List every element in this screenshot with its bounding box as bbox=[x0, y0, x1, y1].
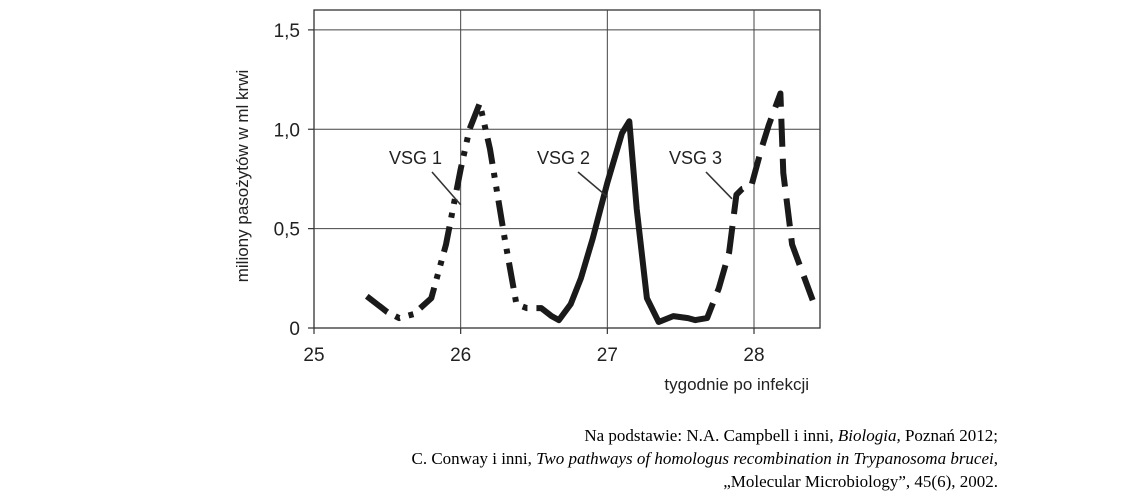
source-line-3: „Molecular Microbiology”, 45(6), 2002. bbox=[723, 472, 998, 491]
x-tick-label: 25 bbox=[303, 345, 324, 366]
annotation-leader-line bbox=[705, 171, 733, 200]
x-tick-label: 26 bbox=[450, 345, 471, 366]
source-title: Two pathways of homologus recombination … bbox=[536, 449, 994, 468]
source-text: C. Conway i inni, bbox=[411, 449, 537, 468]
annotation-label: VSG 2 bbox=[537, 148, 590, 168]
series-line-3 bbox=[694, 90, 816, 324]
annotation-leader-line bbox=[431, 171, 462, 206]
series-line-1 bbox=[364, 100, 542, 322]
x-tick-label: 27 bbox=[597, 345, 618, 366]
source-line-1: Na podstawie: N.A. Campbell i inni, Biol… bbox=[238, 424, 998, 447]
source-line-2: C. Conway i inni, Two pathways of homolo… bbox=[238, 447, 998, 470]
chart-grid bbox=[313, 9, 821, 329]
y-tick-label: 0 bbox=[289, 319, 300, 340]
x-axis-label: tygodnie po infekcji bbox=[664, 375, 809, 394]
series-line-2 bbox=[538, 118, 699, 325]
annotation-leader-line bbox=[577, 171, 608, 198]
y-tick-label: 0,5 bbox=[274, 220, 300, 241]
y-tick-label: 1,0 bbox=[274, 120, 300, 141]
chart-series bbox=[364, 90, 816, 325]
annotation-label: VSG 3 bbox=[669, 148, 722, 168]
source-text: Na podstawie: N.A. Campbell i inni, bbox=[584, 426, 838, 445]
chart-ticks: 0 0,5 1,0 1,5 25 26 27 28 bbox=[274, 21, 765, 366]
source-text: , bbox=[993, 449, 998, 468]
plot-frame bbox=[313, 9, 821, 329]
x-tick-label: 28 bbox=[743, 345, 764, 366]
annotation-label: VSG 1 bbox=[389, 148, 442, 168]
source-citation: Na podstawie: N.A. Campbell i inni, Biol… bbox=[238, 424, 998, 493]
source-title: Biologia, bbox=[837, 426, 901, 445]
y-axis-label: miliony pasożytów w ml krwi bbox=[233, 70, 252, 283]
source-text: Poznań 2012; bbox=[900, 426, 998, 445]
chart-annotations: VSG 1 VSG 2 VSG 3 bbox=[389, 148, 733, 206]
parasite-chart: VSG 1 VSG 2 VSG 3 0 0,5 1,0 1,5 25 26 27 28 milio… bbox=[233, 9, 821, 394]
y-tick-label: 1,5 bbox=[274, 21, 300, 42]
